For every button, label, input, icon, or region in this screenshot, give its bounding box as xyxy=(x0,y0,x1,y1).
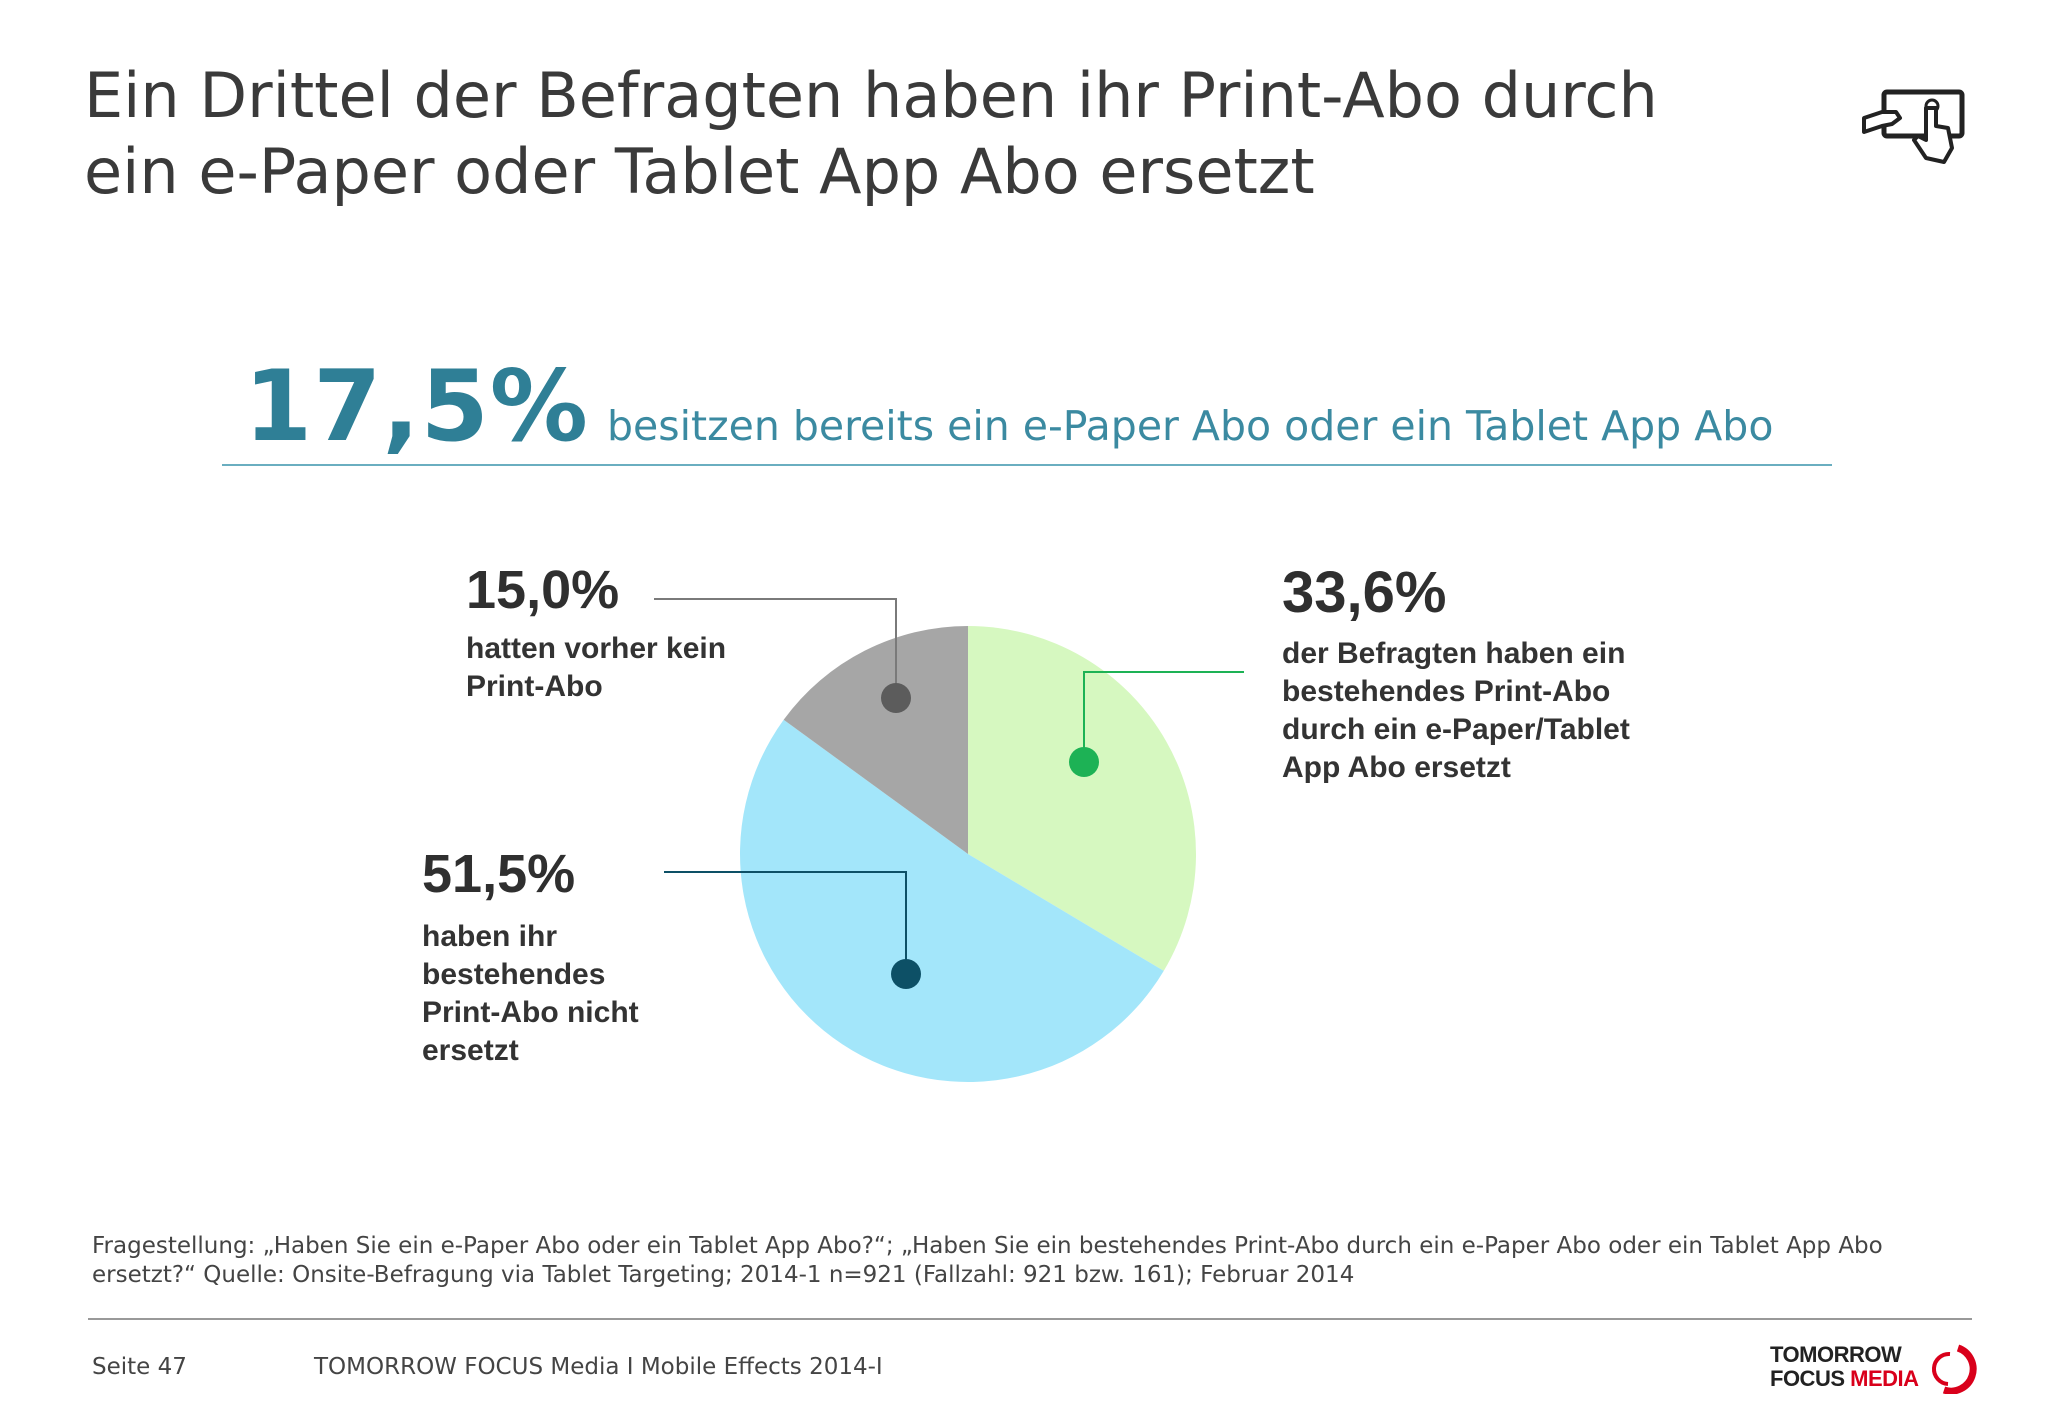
leader-green-line xyxy=(1083,671,1244,762)
label-grey-value: 15,0% xyxy=(466,560,620,620)
label-blue-text: haben ihr bestehendes Print-Abo nicht er… xyxy=(422,920,639,1067)
label-blue-value: 51,5% xyxy=(422,844,576,904)
logo-line-2: FOCUS MEDIA xyxy=(1770,1366,1919,1392)
headline-text: besitzen bereits ein e-Paper Abo oder ei… xyxy=(607,402,1774,450)
leader-grey-dot xyxy=(881,683,911,713)
logo-word-focus: FOCUS xyxy=(1770,1366,1845,1391)
pie-slice-green xyxy=(968,626,1197,971)
headline-divider xyxy=(222,464,1832,466)
title-line-2: ein e-Paper oder Tablet App Abo ersetzt xyxy=(84,135,1315,208)
tomorrow-focus-media-logo: TOMORROW FOCUS MEDIA xyxy=(1770,1340,1980,1396)
page-number: Seite 47 xyxy=(92,1354,187,1380)
label-grey-slice: 15,0% hatten vorher kein Print-Abo xyxy=(466,560,766,706)
leader-green-dot xyxy=(1069,747,1099,777)
logo-ring-icon xyxy=(1931,1344,1977,1394)
headline-value: 17,5% xyxy=(244,350,589,464)
footer-title: TOMORROW FOCUS Media I Mobile Effects 20… xyxy=(314,1354,883,1380)
leader-blue-dot xyxy=(891,959,921,989)
leader-grey-line xyxy=(654,598,897,698)
label-blue-slice: 51,5% haben ihr bestehendes Print-Abo ni… xyxy=(422,844,682,1070)
tablet-touch-icon xyxy=(1862,89,1965,164)
pie-slice-grey xyxy=(783,626,968,854)
logo-word-media: MEDIA xyxy=(1850,1366,1919,1391)
title-line-1: Ein Drittel der Befragten haben ihr Prin… xyxy=(84,59,1658,132)
page-title: Ein Drittel der Befragten haben ihr Prin… xyxy=(84,58,1784,210)
headline: 17,5% besitzen bereits ein e-Paper Abo od… xyxy=(244,350,1773,464)
logo-line-1: TOMORROW xyxy=(1770,1342,1902,1367)
footer-divider xyxy=(88,1318,1972,1320)
label-green-text: der Befragten haben ein bestehendes Prin… xyxy=(1282,637,1630,784)
label-grey-text: hatten vorher kein Print-Abo xyxy=(466,632,727,703)
label-green-slice: 33,6% der Befragten haben ein bestehende… xyxy=(1282,563,1702,787)
pie-slice-blue xyxy=(740,719,1164,1082)
footnote: Fragestellung: „Haben Sie ein e-Paper Ab… xyxy=(92,1233,1883,1288)
label-green-value: 33,6% xyxy=(1282,560,1447,625)
leader-blue-line xyxy=(664,871,907,974)
